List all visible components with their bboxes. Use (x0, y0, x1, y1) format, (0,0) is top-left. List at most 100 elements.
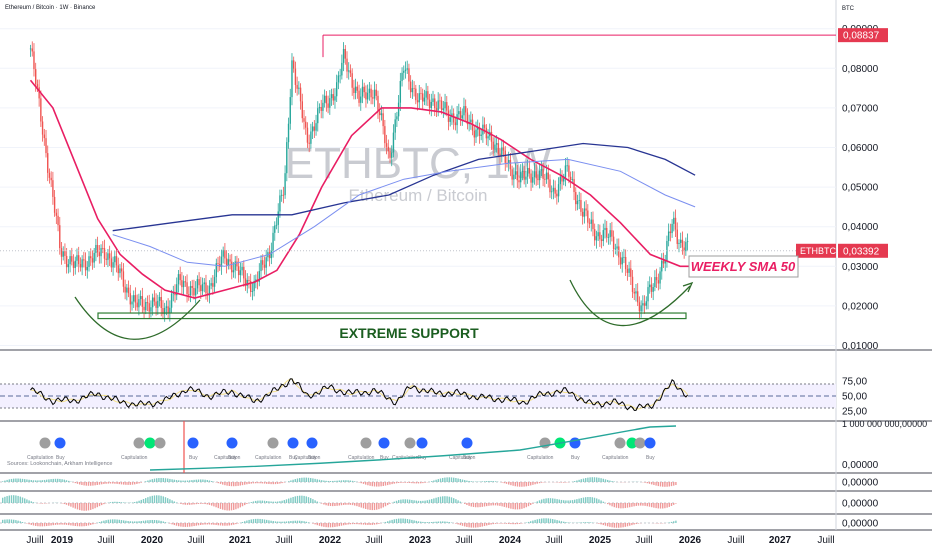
osc-bar (182, 480, 184, 482)
candle-body (544, 178, 546, 180)
osc-bar (629, 523, 631, 526)
candles[interactable] (29, 41, 689, 322)
osc-bar (464, 523, 466, 527)
candle-body (60, 248, 63, 257)
candle-body (618, 246, 620, 258)
osc-bar (314, 478, 316, 482)
candle-body (449, 117, 451, 122)
candle-body (270, 250, 273, 259)
osc-bar (670, 482, 673, 487)
currency-label: BTC (842, 6, 855, 12)
candle-body (561, 176, 563, 182)
candle-body (225, 258, 228, 266)
osc-bar (417, 521, 420, 523)
osc-bar (327, 523, 329, 528)
osc-bar (600, 478, 602, 482)
osc-bar (90, 503, 92, 510)
osc-bar (193, 503, 195, 505)
osc-bar (349, 503, 351, 505)
candle-body (241, 266, 243, 271)
candle-body (48, 172, 51, 178)
osc-bar (202, 523, 204, 525)
candle-body (62, 251, 64, 257)
osc-bar (13, 478, 15, 482)
candle-body (430, 101, 432, 109)
osc-bar (222, 482, 224, 485)
osc-bar (178, 480, 180, 482)
candle-body (547, 172, 549, 180)
osc-bar (202, 479, 204, 482)
osc-bar (373, 523, 376, 525)
osc-bar (565, 500, 567, 503)
osc-bar (138, 500, 140, 503)
candle-body (31, 48, 33, 52)
osc-bar (180, 523, 182, 527)
candle-body (203, 282, 205, 285)
candle-body (157, 300, 159, 308)
candle-body (172, 292, 174, 294)
osc-bar (549, 518, 552, 523)
candle-body (153, 297, 156, 302)
acc-tick-label: 1 000 000 000,00000 (842, 419, 927, 429)
osc-bar (635, 503, 637, 506)
osc-bar (618, 503, 620, 509)
osc-bar (151, 495, 153, 503)
osc-bar (510, 482, 512, 486)
candle-body (643, 303, 646, 306)
osc-bar (637, 503, 640, 506)
osc-bar (622, 523, 624, 528)
candle-body (487, 136, 489, 139)
signal-dot (133, 437, 145, 449)
osc-bar (41, 523, 43, 527)
osc-bar (228, 503, 230, 511)
candle-body (602, 230, 604, 242)
osc-bar (314, 523, 316, 525)
candle-body (520, 171, 522, 183)
osc-bar (204, 479, 206, 482)
candle-body (47, 153, 49, 173)
osc-bar (593, 477, 596, 482)
osc-bar (8, 479, 10, 482)
osc-bar (224, 523, 226, 526)
osc-bar (360, 482, 362, 484)
candle-body (342, 48, 345, 63)
osc-bar (32, 502, 35, 503)
capitulation-text: Capitulation (348, 455, 375, 461)
osc-bar (651, 482, 653, 485)
osc-bar (149, 479, 151, 482)
time-tick-label: 2022 (319, 535, 342, 546)
osc-bar (266, 482, 268, 484)
candle-body (303, 118, 305, 122)
osc-bar (68, 503, 70, 506)
osc-bar (83, 482, 85, 486)
candle-body (330, 94, 333, 99)
osc-bar (582, 497, 585, 503)
candle-body (585, 208, 587, 211)
candle-body (67, 264, 70, 268)
osc-bar (116, 501, 118, 503)
osc-bar (35, 480, 37, 482)
candle-body (196, 279, 199, 289)
osc-bar (406, 499, 409, 503)
candle-body (511, 169, 513, 180)
osc-bar (492, 523, 494, 525)
candle-body (397, 102, 400, 117)
osc-bar (241, 503, 244, 507)
candle-body (306, 127, 309, 143)
osc-bar (666, 482, 668, 487)
osc-bar (585, 522, 587, 523)
candle-body (227, 259, 230, 266)
osc-bar (446, 496, 448, 503)
rsi-line (30, 378, 688, 411)
candle-body (571, 179, 574, 180)
osc-bar (587, 522, 589, 523)
last-symbol-box (796, 243, 836, 258)
osc-bar (310, 498, 312, 503)
osc-bar (655, 482, 657, 486)
osc-bar (428, 522, 431, 523)
osc-bar (380, 482, 382, 487)
candle-body (427, 91, 429, 100)
osc-bar (532, 520, 534, 523)
osc-bar (134, 521, 136, 523)
